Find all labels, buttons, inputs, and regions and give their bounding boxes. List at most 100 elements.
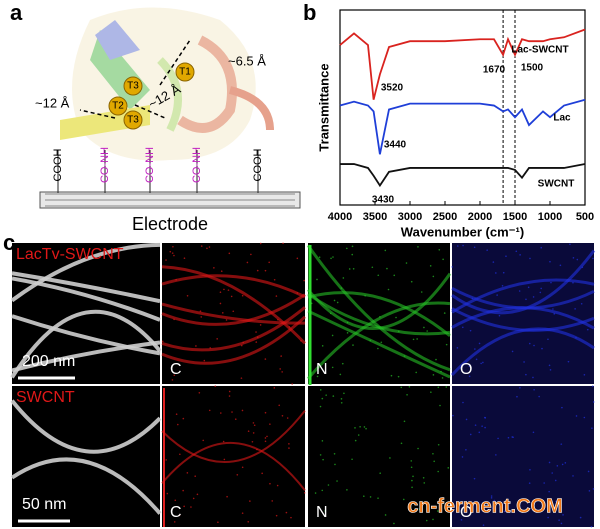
sample-label: SWCNT bbox=[16, 389, 75, 406]
dot bbox=[437, 470, 439, 473]
dot bbox=[281, 371, 283, 373]
element-label: O bbox=[460, 504, 472, 521]
group-label: COOH bbox=[252, 148, 264, 181]
dot bbox=[456, 347, 459, 349]
dot bbox=[511, 436, 514, 438]
dot bbox=[333, 299, 336, 302]
dot bbox=[560, 522, 563, 525]
dot bbox=[402, 498, 405, 501]
fiber bbox=[307, 291, 451, 337]
dot bbox=[553, 313, 556, 315]
x-tick-label: 1000 bbox=[538, 211, 562, 223]
dot bbox=[277, 318, 279, 321]
dot bbox=[468, 365, 471, 368]
dot bbox=[166, 492, 169, 495]
dot bbox=[203, 359, 206, 362]
dot bbox=[228, 395, 231, 397]
dot bbox=[346, 247, 348, 250]
dot bbox=[318, 256, 321, 259]
dot bbox=[558, 519, 560, 521]
group-label: COOH bbox=[52, 148, 64, 181]
dot bbox=[225, 319, 228, 321]
fiber bbox=[161, 315, 307, 365]
dot bbox=[539, 291, 542, 294]
peak-label: 3520 bbox=[381, 83, 404, 94]
dot bbox=[452, 414, 454, 417]
dot bbox=[242, 341, 244, 344]
dot bbox=[354, 427, 356, 429]
dot bbox=[219, 291, 222, 294]
dot bbox=[352, 268, 355, 270]
dot bbox=[357, 434, 360, 436]
protein bbox=[60, 7, 274, 161]
dot bbox=[342, 277, 345, 279]
fiber bbox=[451, 278, 595, 314]
peak-label: 3430 bbox=[372, 195, 395, 206]
dot bbox=[572, 257, 575, 259]
dot bbox=[316, 375, 319, 378]
dot bbox=[340, 398, 343, 400]
dot bbox=[533, 344, 535, 347]
dot bbox=[279, 368, 281, 370]
fiber bbox=[10, 309, 162, 379]
peak-label: 3440 bbox=[384, 140, 407, 151]
dot bbox=[387, 288, 390, 291]
dot bbox=[171, 252, 174, 254]
fiber bbox=[161, 265, 307, 345]
dot bbox=[432, 452, 434, 455]
dot bbox=[451, 266, 453, 268]
dot bbox=[223, 288, 225, 291]
dot bbox=[575, 336, 577, 339]
dot bbox=[581, 266, 584, 269]
element-label: N bbox=[316, 504, 328, 521]
dot bbox=[175, 278, 177, 281]
dot bbox=[430, 391, 432, 393]
dot bbox=[282, 242, 284, 245]
dot bbox=[175, 413, 178, 416]
dot bbox=[264, 440, 267, 443]
dot bbox=[484, 417, 487, 419]
dot bbox=[321, 345, 324, 347]
dot bbox=[528, 342, 531, 345]
group-label: CO-NH bbox=[99, 147, 111, 183]
dot bbox=[319, 389, 322, 391]
dot bbox=[213, 267, 215, 269]
dot bbox=[590, 525, 593, 528]
spectrum-line bbox=[339, 28, 586, 100]
dot bbox=[285, 511, 288, 514]
x-tick-label: 3500 bbox=[363, 211, 387, 223]
dot bbox=[462, 244, 464, 247]
dot bbox=[482, 524, 485, 526]
dot bbox=[386, 267, 388, 270]
y-axis-label: Transmittance bbox=[316, 63, 331, 151]
dot bbox=[528, 482, 531, 484]
fiber bbox=[161, 274, 306, 299]
dot bbox=[442, 258, 444, 261]
fiber bbox=[307, 309, 451, 379]
dot bbox=[363, 495, 365, 498]
dot bbox=[556, 465, 559, 467]
fiber bbox=[10, 399, 162, 454]
dot bbox=[511, 350, 514, 353]
dot bbox=[226, 495, 228, 498]
dot bbox=[525, 373, 527, 376]
dot bbox=[592, 257, 594, 260]
dot bbox=[587, 470, 590, 473]
spectrum-line bbox=[339, 98, 586, 155]
dot bbox=[253, 424, 256, 427]
dot bbox=[252, 422, 255, 424]
fiber bbox=[161, 293, 306, 326]
dot bbox=[341, 362, 344, 365]
peak-label: 1670 bbox=[483, 65, 506, 76]
dot bbox=[432, 275, 435, 278]
dot bbox=[525, 298, 527, 301]
dot bbox=[269, 423, 271, 425]
dot bbox=[395, 316, 397, 319]
dot bbox=[296, 257, 299, 260]
dot bbox=[264, 269, 267, 272]
distance-label: ~12 Å bbox=[35, 95, 70, 110]
dot bbox=[221, 312, 224, 314]
dot bbox=[255, 331, 257, 333]
dot bbox=[343, 392, 345, 395]
dot bbox=[256, 269, 259, 272]
